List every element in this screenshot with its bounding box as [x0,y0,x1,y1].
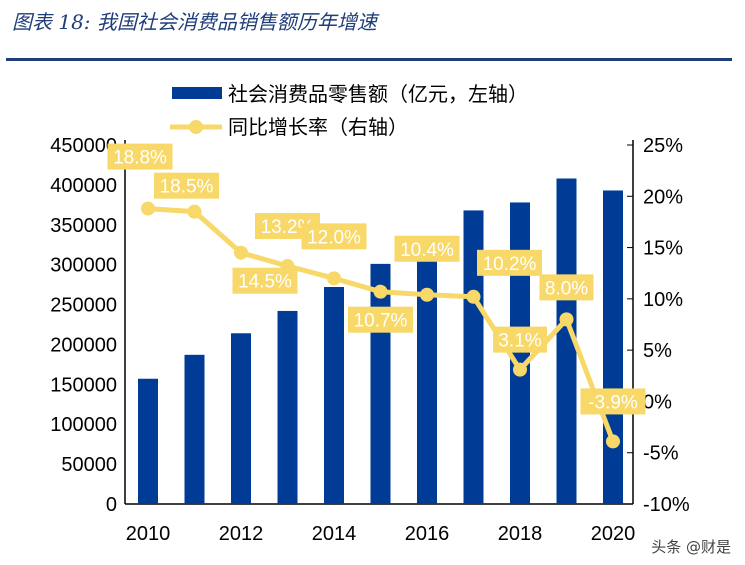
left-tick-label: 250000 [50,295,117,317]
x-tick-label: 2020 [591,523,636,545]
right-tick-label: 5% [643,340,672,362]
bar-2015 [370,263,391,504]
left-tick-label: 450000 [50,135,117,157]
bar-2019 [556,178,577,505]
right-tick-label: 10% [643,289,683,311]
right-tick-label: 20% [643,186,683,208]
data-label: 10.2% [483,254,537,275]
data-label: 3.1% [498,331,541,352]
bar-2020 [603,190,623,504]
right-tick-label: 15% [643,238,683,260]
bar-2014 [324,287,344,504]
x-tick-label: 2010 [126,523,171,545]
data-label-box [232,267,298,294]
growth-point-2020 [606,434,620,449]
growth-point-2011 [187,204,202,219]
data-label: 12.0% [307,227,361,248]
legend-bar-label: 社会消费品零售额（亿元，左轴） [228,83,528,106]
growth-point-2017 [466,289,481,304]
bar-2016 [417,239,437,505]
legend-line-marker [189,120,203,134]
bar-2010 [138,378,158,504]
data-label-box [301,223,367,250]
data-label-box [493,326,547,353]
data-label-box [394,235,460,262]
growth-point-2018 [513,362,527,377]
growth-point-2014 [327,271,341,286]
bar-2011 [184,354,205,504]
left-tick-label: 400000 [50,175,117,197]
left-tick-label: 300000 [50,255,117,277]
x-tick-label: 2018 [498,523,543,545]
data-label: 10.7% [354,311,408,332]
data-label-box [580,388,646,415]
left-tick-label: 100000 [50,414,117,436]
growth-point-2019 [559,312,574,327]
x-tick-label: 2016 [405,523,450,545]
right-tick-label: -5% [643,443,679,465]
right-tick-label: 0% [643,391,672,413]
growth-point-2015 [373,284,388,299]
bar-2017 [463,210,484,504]
bar-2018 [510,202,530,504]
watermark: 头条 @财是 [651,538,731,556]
data-label: -3.9% [588,392,638,413]
data-label: 14.5% [238,272,292,293]
growth-point-2016 [420,287,434,302]
data-label-box [154,172,219,199]
bar-2013 [277,310,298,504]
left-tick-label: 50000 [61,454,117,476]
left-tick-label: 0 [106,494,117,516]
data-label: 18.5% [160,177,214,198]
left-tick-label: 200000 [50,334,117,356]
legend-bar-swatch [172,87,222,99]
data-label-box [477,249,542,276]
x-tick-label: 2012 [219,523,264,545]
left-tick-label: 350000 [50,215,117,237]
title-divider [6,58,732,61]
data-label: 10.4% [400,240,454,261]
data-label-box [107,143,173,170]
data-label-box [539,274,594,301]
data-label: 13.2% [261,217,315,238]
x-tick-label: 2014 [312,523,357,545]
bar-2012 [231,333,251,504]
right-tick-label: -10% [643,494,690,516]
data-label-box [348,306,413,333]
data-label: 18.8% [113,148,167,169]
growth-point-2010 [141,201,155,216]
left-tick-label: 150000 [50,374,117,396]
right-tick-label: 25% [643,135,683,157]
figure-title: 图表 18: 我国社会消费品销售额历年增速 [12,10,377,34]
legend-line-label: 同比增长率（右轴） [228,116,408,139]
data-label: 8.0% [545,278,588,299]
growth-point-2012 [234,245,248,260]
